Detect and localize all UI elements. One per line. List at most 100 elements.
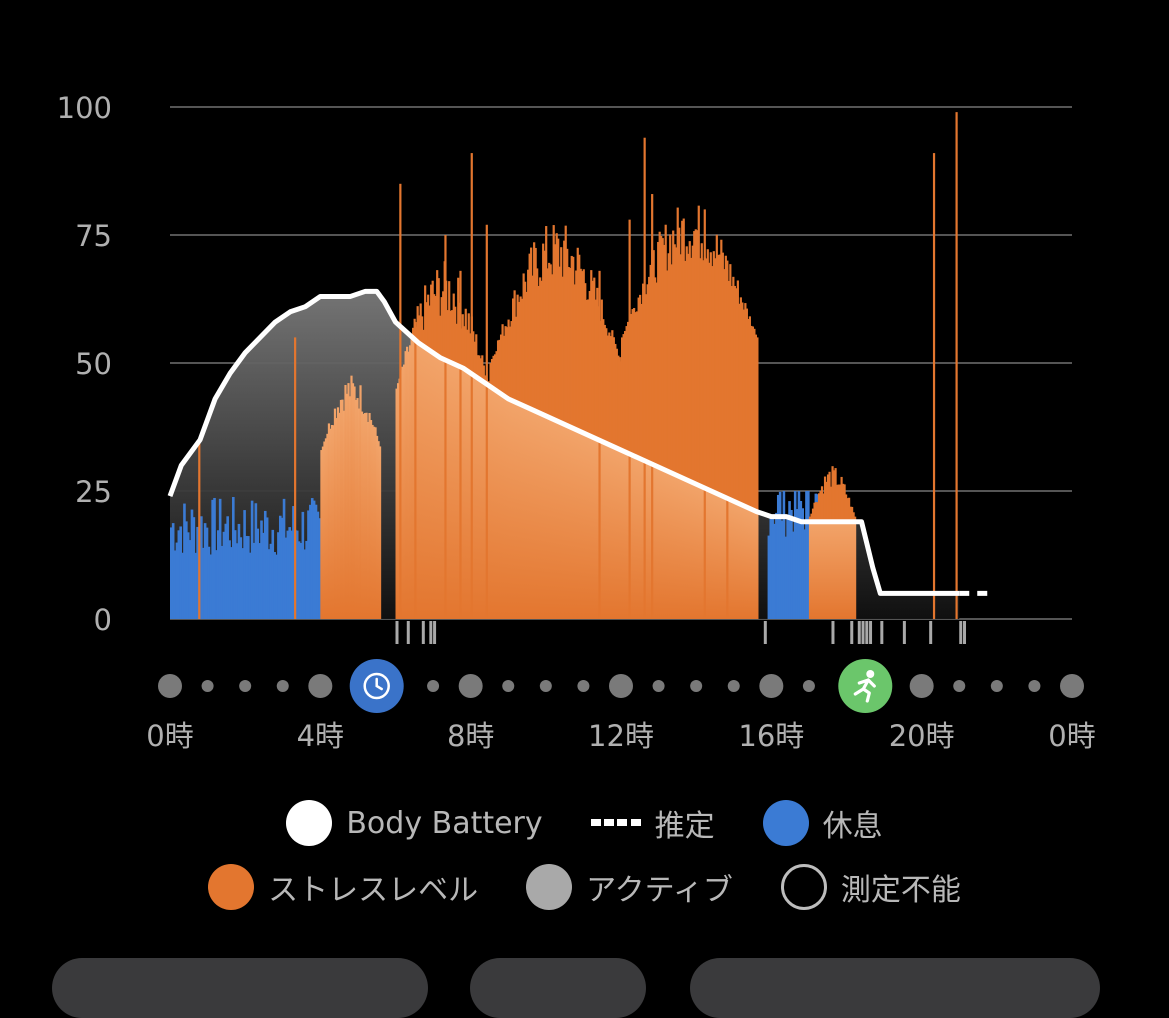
stress-bar <box>596 438 599 619</box>
stress-bar <box>735 288 738 502</box>
stress-bar <box>627 452 630 619</box>
stress-bar <box>475 376 478 619</box>
stress-bar <box>527 407 530 619</box>
stress-bar <box>410 335 413 619</box>
bottom-tab-button[interactable] <box>470 958 646 1018</box>
stress-bar <box>424 346 427 619</box>
stress-bar <box>531 275 534 410</box>
rest-bar <box>220 545 224 619</box>
stress-bar <box>664 224 667 470</box>
stress-bar <box>472 331 475 375</box>
stress-bar <box>366 421 370 619</box>
x-tick-label: 12時 <box>588 719 654 753</box>
stress-bar <box>681 220 684 478</box>
stress-bar <box>466 370 469 619</box>
stress-bar <box>479 379 482 619</box>
rest-bar <box>767 535 771 619</box>
active-marks <box>395 621 967 644</box>
stress-bar <box>509 326 512 400</box>
stress-bar <box>602 441 605 619</box>
rest-bar <box>194 552 198 619</box>
clock-event[interactable] <box>349 659 404 713</box>
stress-bar <box>702 486 705 619</box>
rest-bar <box>243 510 246 619</box>
stress-bar <box>534 247 537 411</box>
stress-bar <box>442 358 445 619</box>
stress-bar <box>548 262 551 417</box>
stress-bar <box>499 334 503 394</box>
stress-bar <box>617 355 620 449</box>
stress-bar <box>332 425 335 619</box>
stress-spike <box>485 224 488 619</box>
active-mark <box>959 621 963 644</box>
stress-bar <box>324 438 328 619</box>
stress-bar <box>745 308 748 507</box>
rest-bar <box>181 552 184 619</box>
stress-bar <box>618 357 621 450</box>
stress-bar <box>751 509 754 619</box>
stress-bar <box>721 252 724 496</box>
stress-bar <box>648 276 651 463</box>
stress-bar <box>817 521 821 619</box>
stress-bar <box>688 241 691 481</box>
stress-bar <box>588 435 591 619</box>
stress-bar <box>478 355 481 379</box>
rest-bar <box>288 527 291 619</box>
stress-bar <box>733 501 736 619</box>
stress-bar <box>838 521 842 619</box>
stress-bar <box>433 352 436 619</box>
stress-bar <box>425 302 428 348</box>
bottom-tab-button[interactable] <box>52 958 428 1018</box>
timeline-dot <box>759 674 784 698</box>
rest-bar <box>170 527 173 619</box>
stress-bar <box>633 455 636 619</box>
running-event[interactable] <box>838 659 893 713</box>
rest-bar <box>780 520 784 619</box>
stress-bar <box>723 496 726 619</box>
stress-bar <box>624 331 627 452</box>
stress-bar <box>512 400 515 619</box>
stress-bar <box>437 278 440 356</box>
stress-bar <box>625 326 628 453</box>
stress-bar <box>539 412 542 619</box>
stress-bar <box>573 284 576 429</box>
bottom-tab-button[interactable] <box>690 958 1100 1018</box>
stress-bar <box>448 281 451 362</box>
stress-bar <box>730 285 733 500</box>
stress-bar <box>502 335 506 396</box>
stress-bar <box>519 403 522 619</box>
timeline[interactable] <box>158 659 1084 713</box>
stress-bar <box>581 431 584 619</box>
stress-bar <box>614 343 617 447</box>
rest-bar <box>216 530 220 619</box>
stress-bar <box>421 344 424 619</box>
stress-bar <box>814 502 818 522</box>
stress-bar <box>732 276 735 501</box>
stress-bar <box>515 316 518 402</box>
stress-bar <box>745 506 748 619</box>
stress-bar <box>724 497 727 619</box>
stress-bar <box>418 342 421 619</box>
legend-label: アクティブ <box>586 873 733 908</box>
stress-bar <box>712 251 715 492</box>
stress-bar <box>513 290 516 402</box>
stress-bar <box>536 411 539 619</box>
stress-bar <box>524 281 527 407</box>
stress-bar <box>440 357 443 619</box>
stress-bar <box>747 318 750 508</box>
stress-bar <box>572 427 575 619</box>
stress-bar <box>646 461 649 619</box>
stress-bar <box>706 249 709 489</box>
stress-bar <box>567 425 570 619</box>
stress-bar <box>590 436 593 619</box>
stress-spike <box>651 194 654 620</box>
stress-bar <box>545 415 548 619</box>
stress-bar <box>654 277 657 466</box>
stress-bar <box>533 242 536 411</box>
stress-bar <box>342 410 346 619</box>
stress-bar <box>849 521 852 619</box>
stress-bar <box>669 234 672 472</box>
stress-bar <box>811 521 815 619</box>
stress-bar <box>819 490 822 522</box>
stress-bar <box>657 466 660 619</box>
